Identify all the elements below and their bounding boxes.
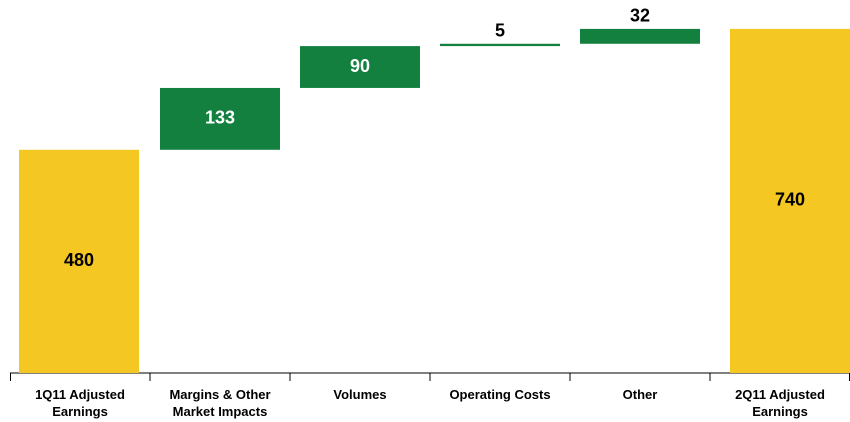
value-label: 90 bbox=[350, 56, 370, 76]
x-tick-label: Other bbox=[622, 387, 658, 402]
bar bbox=[160, 87, 280, 150]
x-tick-label: Margins & Other Market Impacts bbox=[169, 387, 271, 419]
x-tick-label: 2Q11 Adjusted Earnings bbox=[735, 387, 825, 419]
bar bbox=[440, 43, 560, 47]
value-label: 480 bbox=[64, 250, 94, 270]
value-label: 133 bbox=[205, 108, 235, 128]
bar bbox=[300, 46, 420, 88]
bar bbox=[730, 28, 850, 374]
value-label: 740 bbox=[775, 190, 805, 210]
value-label: 32 bbox=[630, 6, 650, 26]
x-tick-label: Operating Costs bbox=[449, 387, 551, 402]
x-tick-label: Volumes bbox=[333, 387, 387, 402]
x-tick-label: 1Q11 Adjusted Earnings bbox=[35, 387, 125, 419]
bar bbox=[19, 149, 139, 373]
bar bbox=[580, 28, 700, 44]
value-label: 5 bbox=[495, 21, 505, 41]
